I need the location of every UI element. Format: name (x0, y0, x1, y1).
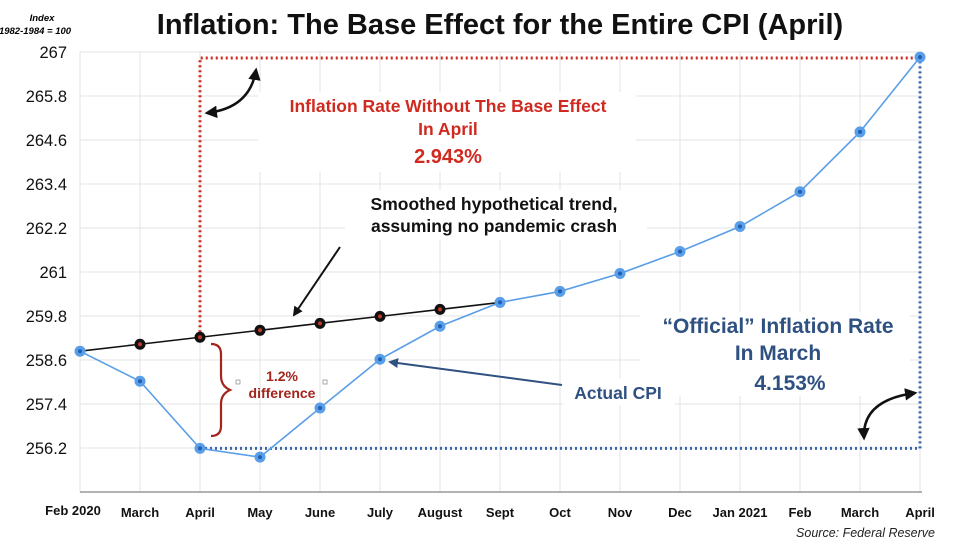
actual-cpi-point-center (858, 129, 862, 134)
actual-cpi-point-center (738, 224, 742, 229)
y-tick-label: 258.6 (26, 352, 67, 370)
x-tick-label: July (367, 505, 394, 520)
trend-point-center (258, 328, 262, 333)
actual-cpi-point-center (318, 406, 322, 411)
base-effect-box (258, 92, 636, 172)
y-tick-label: 264.6 (26, 132, 67, 150)
trend-point-center (378, 314, 382, 319)
x-tick-label: Feb (788, 505, 811, 520)
actual-cpi-point-center (798, 189, 802, 194)
trend-point-center (438, 307, 442, 312)
actual-label-box (563, 378, 675, 406)
actual-cpi-point-center (378, 357, 382, 362)
x-tick-label: Feb 2020 (45, 503, 101, 518)
x-tick-label: Jan 2021 (713, 505, 768, 520)
x-tick-label: Sept (486, 505, 515, 520)
trend-point-center (138, 342, 142, 347)
x-tick-label: March (841, 505, 879, 520)
actual-cpi-point-center (78, 349, 82, 354)
actual-cpi-point-center (258, 455, 262, 460)
x-tick-label: Nov (608, 505, 633, 520)
source-note: Source: Federal Reserve (796, 526, 935, 540)
base-effect-line1: Inflation Rate Without The Base Effect (290, 96, 607, 116)
x-tick-labels: Feb 2020 March April May June July August Sept O… (45, 503, 935, 520)
handle-marker (322, 379, 328, 385)
y-tick-label: 256.2 (26, 440, 67, 458)
chart-title: Inflation: The Base Effect for the Entir… (157, 9, 843, 41)
actual-cpi-point-center (678, 249, 682, 254)
official-reference-line (200, 57, 922, 450)
trend-line (79, 301, 501, 352)
handle-marker (235, 379, 241, 385)
actual-cpi-point-center (198, 446, 202, 451)
actual-cpi-point-center (918, 55, 922, 60)
actual-cpi-point-center (498, 300, 502, 305)
y-tick-label: 265.8 (26, 88, 67, 106)
y-tick-label: 259.8 (26, 308, 67, 326)
official-value: 4.153% (754, 372, 826, 395)
base-effect-value: 2.943% (414, 146, 482, 168)
trend-label-line1: Smoothed hypothetical trend, (371, 194, 618, 214)
y-tick-label: 267 (39, 44, 67, 62)
x-tick-label: August (418, 505, 463, 520)
official-line1: “Official” Inflation Rate (662, 315, 893, 338)
difference-brace (210, 342, 233, 438)
actual-cpi-point-center (618, 271, 622, 276)
x-tick-label: May (247, 505, 273, 520)
trend-label-line2: assuming no pandemic crash (371, 216, 617, 236)
y-tick-labels: 267 265.8 264.6 263.4 262.2 261 259.8 258.6 257.… (26, 44, 67, 458)
trend-label-box (345, 190, 647, 240)
actual-cpi-point-center (138, 379, 142, 384)
x-tick-label: April (185, 505, 215, 520)
x-tick-label: March (121, 505, 159, 520)
y-tick-label: 262.2 (26, 220, 67, 238)
y-tick-label: 257.4 (26, 396, 67, 414)
actual-cpi-label: Actual CPI (574, 383, 662, 403)
difference-line1: 1.2% (266, 368, 298, 384)
y-tick-label: 263.4 (26, 176, 67, 194)
curved-arrow-icon (204, 67, 261, 119)
series-layer (74, 51, 926, 463)
x-tick-label: Oct (549, 505, 571, 520)
actual-cpi-point-center (438, 324, 442, 329)
actual-cpi-point-center (558, 289, 562, 294)
x-tick-label: April (905, 505, 935, 520)
trend-arrow (292, 246, 341, 317)
trend-point-center (198, 335, 202, 340)
y-tick-label: 261 (39, 264, 67, 282)
curved-arrow-icon (857, 388, 918, 441)
base-effect-line2: In April (418, 119, 478, 139)
y-axis-label-line1: Index (30, 13, 56, 24)
trend-point-center (318, 321, 322, 326)
official-line2: In March (735, 342, 821, 365)
y-axis-label-line2: 1982-1984 = 100 (0, 26, 72, 37)
difference-line2: difference (249, 385, 316, 401)
actual-cpi-arrow (388, 358, 563, 386)
x-tick-label: Dec (668, 505, 692, 520)
official-box (640, 312, 910, 396)
x-tick-label: June (305, 505, 335, 520)
reference-lines (198, 56, 922, 450)
